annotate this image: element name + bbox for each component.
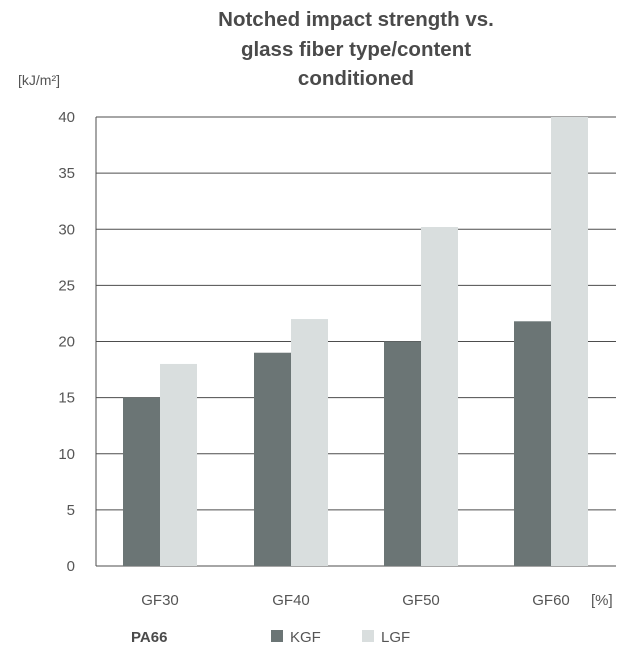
y-tick-label: 20 xyxy=(58,334,75,351)
y-axis-unit-label: [kJ/m²] xyxy=(18,72,60,88)
bars-layer xyxy=(123,117,588,566)
y-tick-label: 35 xyxy=(58,165,75,182)
bar-kgf-gf50 xyxy=(384,341,421,566)
y-tick-label: 25 xyxy=(58,277,75,294)
chart-title-line-1: Notched impact strength vs. xyxy=(218,8,494,31)
legend-title: PA66 xyxy=(131,629,167,646)
bar-kgf-gf60 xyxy=(514,321,551,566)
x-tick-label: GF50 xyxy=(402,592,440,609)
chart-title-line-3: conditioned xyxy=(297,67,415,90)
y-tick-label: 10 xyxy=(58,446,75,463)
bar-lgf-gf60 xyxy=(551,117,588,566)
bar-lgf-gf30 xyxy=(160,363,197,566)
x-axis-unit-label: [%] xyxy=(591,592,613,609)
bar-kgf-gf40 xyxy=(254,352,291,566)
legend-label-kgf: KGF xyxy=(290,629,321,646)
legend-swatch-lgf xyxy=(362,630,374,642)
x-tick-label: GF30 xyxy=(141,592,179,609)
y-tick-label: 5 xyxy=(67,502,75,519)
bar-lgf-gf50 xyxy=(421,227,458,566)
x-tick-label: GF60 xyxy=(532,592,570,609)
legend-swatch-kgf xyxy=(271,630,283,642)
y-tick-label: 15 xyxy=(58,390,75,407)
x-tick-label: GF40 xyxy=(272,592,310,609)
y-tick-label: 40 xyxy=(58,109,75,126)
y-tick-label: 30 xyxy=(58,221,75,238)
y-axis-ticks: 0 5 10 15 20 25 30 35 40 xyxy=(58,109,75,575)
y-tick-label: 0 xyxy=(67,558,75,575)
legend-label-lgf: LGF xyxy=(381,629,410,646)
chart-title-line-2: glass fiber type/content xyxy=(240,38,472,61)
legend: PA66 KGF LGF xyxy=(131,629,410,646)
bar-kgf-gf30 xyxy=(123,397,160,566)
bar-lgf-gf40 xyxy=(291,319,328,566)
x-axis-ticks: GF30 GF40 GF50 GF60 xyxy=(141,592,570,609)
